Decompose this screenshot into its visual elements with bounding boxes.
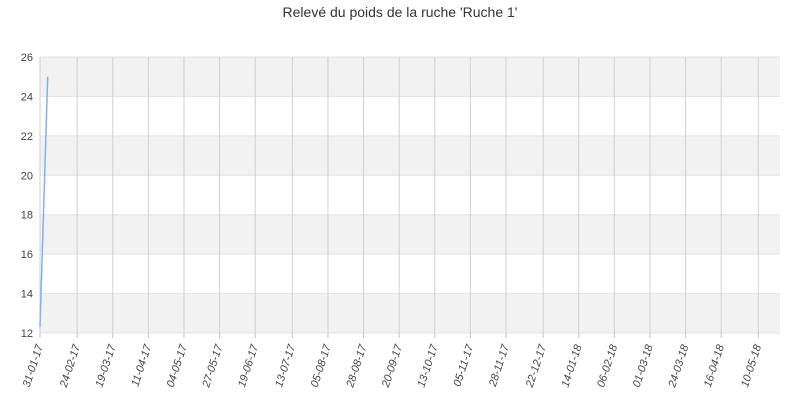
y-tick-label: 24: [21, 91, 33, 103]
x-tick-label: 28-11-17: [487, 342, 512, 389]
y-tick-label: 26: [21, 52, 33, 64]
x-tick-label: 06-02-18: [595, 342, 620, 388]
y-tick-label: 14: [21, 289, 33, 301]
x-tick-label: 24-02-17: [58, 342, 84, 389]
x-tick-label: 01-03-18: [631, 342, 656, 388]
grid-lines: [39, 56, 780, 334]
x-axis: 31-01-17 24-02-17 19-03-17 11-04-17 04-05-17…: [21, 333, 764, 390]
x-tick-label: 28-08-17: [344, 342, 370, 389]
x-tick-label: 10-05-18: [739, 342, 764, 388]
y-tick-label: 20: [21, 170, 33, 182]
x-tick-label: 22-12-17: [524, 342, 550, 389]
x-tick-label: 16-04-18: [702, 342, 727, 388]
y-tick-label: 22: [21, 131, 33, 143]
x-tick-label: 13-10-17: [416, 342, 441, 388]
y-tick-label: 18: [21, 210, 33, 222]
x-tick-label: 31-01-17: [21, 342, 46, 388]
plot-band: [40, 57, 780, 97]
x-tick-label: 19-06-17: [236, 342, 261, 388]
y-tick-label: 12: [21, 328, 33, 340]
x-tick-label: 05-11-17: [451, 342, 476, 388]
plot-band: [40, 135, 780, 176]
plot-band: [40, 214, 780, 255]
y-tick-label: 16: [21, 249, 33, 261]
x-tick-label: 20-09-17: [380, 342, 406, 389]
x-tick-label: 04-05-17: [165, 342, 190, 388]
plot-band: [40, 293, 780, 333]
y-axis: 12 14 16 18 20 22 24 26: [21, 52, 33, 340]
x-tick-label: 19-03-17: [94, 342, 119, 388]
x-tick-label: 13-07-17: [273, 342, 298, 388]
chart-title: Relevé du poids de la ruche 'Ruche 1': [282, 4, 518, 20]
x-tick-label: 11-04-17: [129, 342, 154, 388]
x-tick-label: 24-03-18: [666, 342, 692, 389]
series-layer: [39, 76, 49, 328]
x-tick-label: 14-01-18: [560, 342, 585, 388]
x-tick-label: 05-08-17: [309, 342, 334, 388]
series-line: [39, 76, 49, 328]
x-tick-label: 27-05-17: [200, 342, 226, 389]
plot-bands: [40, 57, 780, 333]
